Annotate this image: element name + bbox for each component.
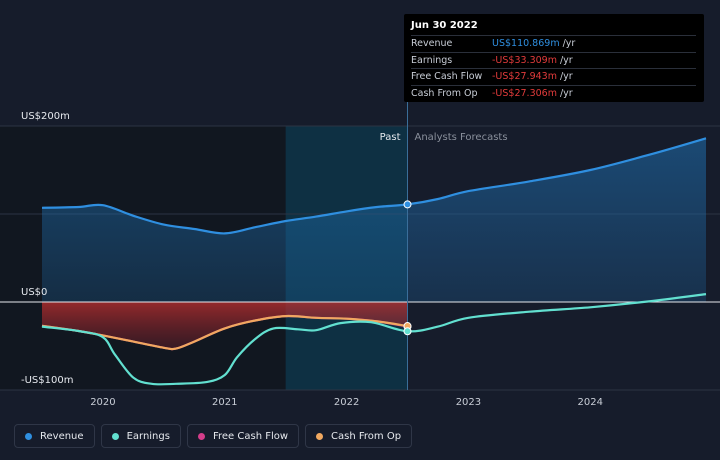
x-tick-label: 2024 [578,397,603,408]
tooltip-row-value: -US$27.306m [492,87,557,99]
tooltip-row-name: Free Cash Flow [411,71,483,82]
legend-item-revenue[interactable]: Revenue [14,424,95,448]
tooltip-row-unit: /yr [559,71,573,82]
earnings-marker [403,327,412,336]
legend-label: Earnings [126,430,170,442]
tooltip-row-name: Earnings [411,54,453,66]
legend: Revenue Earnings Free Cash Flow Cash From O… [14,424,413,448]
legend-item-free-cash-flow[interactable]: Free Cash Flow [186,424,300,448]
tooltip-row: Earnings -US$33.309m/yr [411,53,696,69]
legend-item-earnings[interactable]: Earnings [100,424,181,448]
x-tick-label: 2022 [334,397,359,408]
tooltip-row-value: -US$27.943m [492,71,557,82]
x-axis-labels: 2020 2021 2022 2023 2024 [90,397,603,408]
y-tick-label: US$0 [21,287,47,298]
forecast-label: Analysts Forecasts [415,132,508,143]
x-tick-label: 2021 [212,397,237,408]
revenue-marker [403,200,412,209]
tooltip-row: Free Cash Flow -US$27.943m/yr [411,69,696,86]
tooltip-row-unit: /yr [559,54,573,66]
y-tick-label: -US$100m [21,375,73,386]
revenue-line [41,137,707,235]
tooltip-row-value: US$110.869m [492,38,560,49]
past-label: Past [380,132,401,143]
y-axis-labels: US$200m US$0 -US$100m [21,111,73,386]
tooltip-row-name: Cash From Op [411,87,478,99]
legend-label: Free Cash Flow [212,430,289,442]
tooltip-date: Jun 30 2022 [411,20,696,36]
legend-dot-icon [316,432,324,440]
cash-flow-area [42,302,408,350]
legend-dot-icon [111,432,119,440]
legend-label: Revenue [40,430,84,442]
earnings-line [41,293,707,386]
cash-from-op-line [41,314,408,351]
legend-dot-icon [25,432,32,440]
series-lines [41,137,707,386]
financial-chart: US$200m US$0 -US$100m 2020 2021 2022 2023 2024… [0,102,720,408]
markers [403,200,412,336]
x-tick-label: 2020 [90,397,115,408]
tooltip-row-unit: /yr [559,87,573,99]
y-tick-label: US$200m [21,111,70,122]
tooltip-row-value: -US$33.309m [492,54,557,66]
legend-label: Cash From Op [331,430,402,442]
legend-dot-icon [197,432,205,440]
areas [42,138,706,350]
revenue-area [42,138,706,302]
x-tick-label: 2023 [456,397,481,408]
tooltip: Jun 30 2022 Revenue US$110.869m/yr Earning… [404,14,704,102]
tooltip-row-unit: /yr [562,38,576,49]
tooltip-row: Cash From Op -US$27.306m/yr [411,86,696,102]
tooltip-row: Revenue US$110.869m/yr [411,36,696,53]
tooltip-row-name: Revenue [411,38,453,49]
legend-item-cash-from-op[interactable]: Cash From Op [305,424,413,448]
